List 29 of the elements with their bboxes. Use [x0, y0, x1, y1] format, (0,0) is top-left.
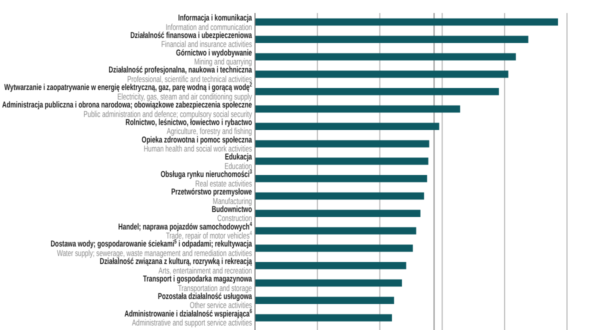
- bar: [255, 192, 424, 200]
- bar: [255, 175, 428, 182]
- y-tick-label: Informacja i komunikacja Information and communication: [166, 12, 253, 32]
- bar: [255, 262, 406, 270]
- y-tick-label: Handel; naprawa pojazdów samochodowych$^{4}$ Trade, repair of motor vehicles$^{4}$: [118, 221, 252, 241]
- y-tick-label: Dostawa wody; gospodarowanie ściekami$^{5}$ i odpadami; rekultywacja Water supply; sewerage, waste management and remediation activities: [50, 238, 253, 258]
- bar: [255, 122, 440, 130]
- bar: [255, 244, 413, 252]
- bar: [255, 227, 416, 234]
- bar: [255, 105, 460, 113]
- y-tick-label: Górnictwo i wydobywanie Mining and quarrying: [176, 47, 252, 67]
- bar: [255, 314, 392, 322]
- y-tick-label: Działalność finansowa i ubezpieczeniowa Financial and insurance activities: [130, 30, 253, 50]
- bar: [255, 140, 430, 148]
- y-tick-label: Działalność związana z kulturą, rozrywką i rekreacją Arts, entertainment and recreation: [100, 256, 253, 276]
- bar: [255, 210, 420, 217]
- bar: [255, 88, 499, 96]
- bar: [255, 70, 508, 78]
- bar: [255, 18, 558, 26]
- bar: [255, 53, 516, 60]
- bar: [255, 158, 428, 165]
- y-tick-label: Administrowanie i działalność wspierająca$^{6}$ Administrative and support service activities: [124, 308, 252, 328]
- bar: [255, 296, 394, 304]
- bar: [255, 36, 528, 43]
- y-tick-label: Przetwórstwo przemysłowe Manufacturing: [171, 186, 252, 206]
- bar: [255, 279, 402, 287]
- y-tick-label: Wytwarzanie i zaopatrywanie w energię elektryczną, gaz, parę wodną i gorącą wodę$^{2}$ Electricity, gas, steam and air conditioning supply: [4, 82, 252, 102]
- y-tick-label: Transport i gospodarka magazynowa Transportation and storage: [143, 273, 253, 294]
- y-tick-label: Obsługa rynku nieruchomości$^{3}$ Real estate activities: [160, 169, 252, 189]
